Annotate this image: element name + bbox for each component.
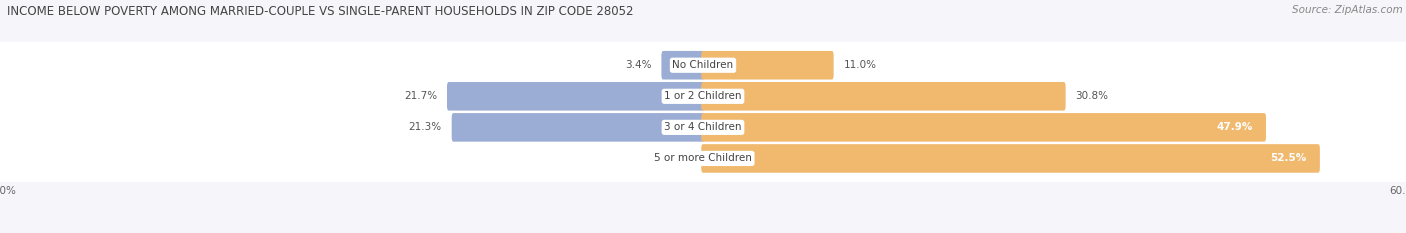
FancyBboxPatch shape — [0, 42, 1406, 89]
FancyBboxPatch shape — [702, 51, 834, 79]
Text: INCOME BELOW POVERTY AMONG MARRIED-COUPLE VS SINGLE-PARENT HOUSEHOLDS IN ZIP COD: INCOME BELOW POVERTY AMONG MARRIED-COUPL… — [7, 5, 634, 18]
FancyBboxPatch shape — [0, 135, 1406, 182]
Text: Source: ZipAtlas.com: Source: ZipAtlas.com — [1292, 5, 1403, 15]
Text: 1 or 2 Children: 1 or 2 Children — [664, 91, 742, 101]
FancyBboxPatch shape — [661, 51, 704, 79]
Text: 21.3%: 21.3% — [409, 122, 441, 132]
FancyBboxPatch shape — [447, 82, 704, 111]
Text: 3.4%: 3.4% — [624, 60, 651, 70]
Text: 0.0%: 0.0% — [659, 154, 686, 163]
Text: 52.5%: 52.5% — [1270, 154, 1306, 163]
FancyBboxPatch shape — [0, 104, 1406, 151]
FancyBboxPatch shape — [451, 113, 704, 142]
Text: 5 or more Children: 5 or more Children — [654, 154, 752, 163]
Text: 21.7%: 21.7% — [404, 91, 437, 101]
FancyBboxPatch shape — [702, 113, 1265, 142]
FancyBboxPatch shape — [0, 73, 1406, 120]
FancyBboxPatch shape — [702, 82, 1066, 111]
Text: 47.9%: 47.9% — [1216, 122, 1253, 132]
Text: 3 or 4 Children: 3 or 4 Children — [664, 122, 742, 132]
Text: No Children: No Children — [672, 60, 734, 70]
Text: 30.8%: 30.8% — [1076, 91, 1108, 101]
FancyBboxPatch shape — [702, 144, 1320, 173]
Text: 11.0%: 11.0% — [844, 60, 876, 70]
